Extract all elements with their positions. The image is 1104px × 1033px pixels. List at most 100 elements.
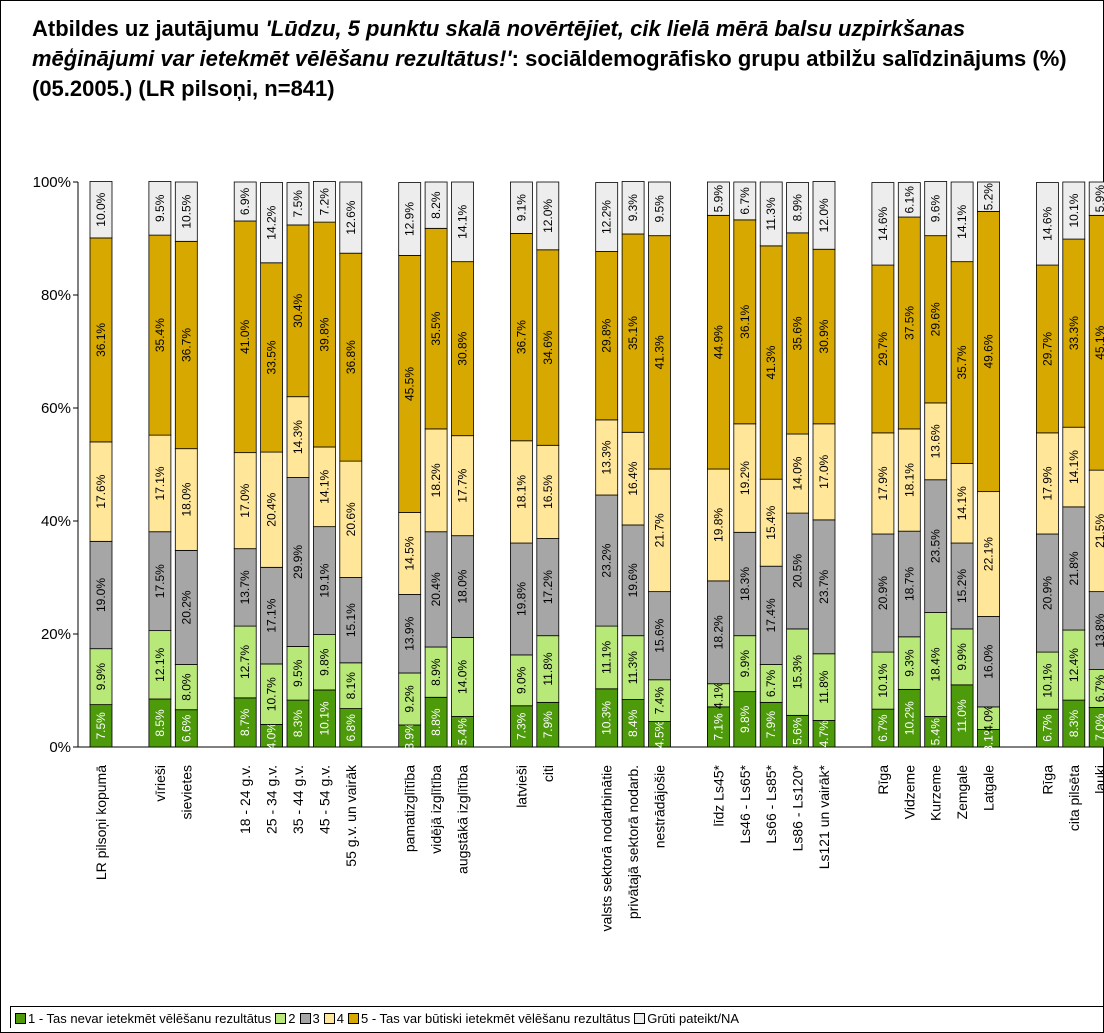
legend-swatch bbox=[634, 1013, 646, 1024]
data-label: 18.0% bbox=[179, 482, 193, 516]
data-label: 17.9% bbox=[1040, 466, 1054, 500]
data-label: 17.9% bbox=[876, 466, 890, 500]
data-label: 10.1% bbox=[876, 663, 890, 697]
data-label: 33.3% bbox=[1067, 316, 1081, 350]
legend-label: Grūti pateikt/NA bbox=[647, 1011, 740, 1026]
legend-item: 2 bbox=[275, 1011, 296, 1026]
data-label: 14.1% bbox=[1067, 450, 1081, 484]
bar-segment bbox=[398, 182, 422, 256]
data-label: 10.1% bbox=[1067, 193, 1081, 227]
bar-segment bbox=[312, 181, 336, 223]
data-label: 21.8% bbox=[1067, 551, 1081, 585]
data-label: 18.7% bbox=[902, 567, 916, 601]
data-label: 18.2% bbox=[429, 463, 443, 497]
data-label: 18.1% bbox=[902, 463, 916, 497]
data-label: 20.4% bbox=[265, 492, 279, 526]
data-label: 45.5% bbox=[403, 367, 417, 401]
legend-swatch bbox=[347, 1013, 359, 1024]
data-label: 18.3% bbox=[738, 567, 752, 601]
bar-segment bbox=[174, 181, 198, 242]
data-label: 8.1% bbox=[344, 672, 358, 700]
data-label: 10.1% bbox=[1040, 663, 1054, 697]
data-label: 10.2% bbox=[902, 701, 916, 735]
data-label: 4.0% bbox=[265, 722, 279, 750]
bar-segment bbox=[924, 181, 948, 237]
data-label: 29.9% bbox=[291, 545, 305, 579]
bar: 4.5% 7.4% 15.6% 21.7% 41.3% 9.5% bbox=[648, 181, 671, 748]
data-label: 36.1% bbox=[94, 323, 108, 357]
data-label: 23.2% bbox=[600, 543, 614, 577]
data-label: 9.9% bbox=[94, 663, 108, 691]
category-label: lauki bbox=[1092, 765, 1104, 794]
category-label: Zemgale bbox=[954, 765, 970, 820]
data-label: 35.7% bbox=[955, 345, 969, 379]
bar: 8.4% 11.3% 19.6% 16.4% 35.1% 9.3% bbox=[621, 181, 645, 748]
data-label: 7.5% bbox=[291, 190, 305, 218]
chart-title: Atbildes uz jautājumu 'Lūdzu, 5 punktu s… bbox=[32, 14, 1092, 104]
data-label: 9.5% bbox=[153, 194, 167, 222]
data-label: 9.6% bbox=[929, 195, 943, 223]
data-label: 19.2% bbox=[738, 461, 752, 495]
data-label: 14.5% bbox=[403, 536, 417, 570]
data-label: 21.5% bbox=[1093, 514, 1104, 548]
data-label: 29.7% bbox=[876, 332, 890, 366]
category-label: privātajā sektorā nodarb. bbox=[625, 765, 641, 919]
data-label: 12.6% bbox=[344, 200, 358, 234]
bar: 7.1% 4.1% 18.2% 19.8% 44.9% 5.9% bbox=[707, 181, 730, 748]
data-label: 16.0% bbox=[982, 644, 996, 678]
bar-segment bbox=[897, 182, 921, 218]
data-label: 12.4% bbox=[1067, 648, 1081, 682]
data-label: 5.9% bbox=[711, 185, 725, 213]
bar: 6.7% 10.1% 20.9% 17.9% 29.7% 14.6% bbox=[1036, 182, 1059, 748]
bar: 10.2% 9.3% 18.7% 18.1% 37.5% 6.1% bbox=[897, 182, 921, 748]
data-label: 7.3% bbox=[514, 712, 528, 740]
bar: 4.7% 11.8% 23.7% 17.0% 30.9% 12.0% bbox=[812, 181, 836, 747]
data-label: 6.6% bbox=[179, 714, 193, 742]
data-label: 5.6% bbox=[791, 717, 805, 745]
data-label: 20.6% bbox=[344, 502, 358, 536]
data-label: 14.6% bbox=[876, 206, 890, 240]
data-label: 10.7% bbox=[265, 677, 279, 711]
data-label: 19.0% bbox=[94, 578, 108, 612]
data-label: 17.2% bbox=[541, 570, 555, 604]
bar: 8.8% 8.9% 20.4% 18.2% 35.5% 8.2% bbox=[424, 181, 448, 748]
data-label: 11.1% bbox=[600, 641, 614, 674]
data-label: 20.9% bbox=[876, 576, 890, 610]
bar: 8.5% 12.1% 17.5% 17.1% 35.4% 9.5% bbox=[148, 181, 172, 748]
y-tick-label: 20% bbox=[41, 626, 71, 643]
data-label: 12.1% bbox=[153, 647, 167, 681]
data-label: 4.5% bbox=[653, 720, 667, 748]
bar-segment bbox=[786, 182, 809, 234]
data-label: 17.7% bbox=[456, 468, 470, 502]
bar-segment bbox=[424, 181, 448, 229]
bar-segment bbox=[759, 181, 783, 247]
data-label: 4.0% bbox=[982, 704, 996, 732]
data-label: 13.6% bbox=[929, 424, 943, 458]
data-label: 14.1% bbox=[317, 469, 331, 503]
x-axis-labels: LR pilsoņi kopumā vīrieši sievietes 18 - 24… bbox=[93, 764, 1104, 932]
data-label: 20.2% bbox=[179, 590, 193, 624]
data-label: 39.8% bbox=[317, 317, 331, 351]
bar: 4.0% 10.7% 17.1% 20.4% 33.5% 14.2% bbox=[260, 182, 284, 750]
data-label: 44.9% bbox=[711, 325, 725, 359]
data-label: 3.9% bbox=[403, 722, 417, 750]
data-label: 8.0% bbox=[179, 673, 193, 701]
data-label: 7.4% bbox=[653, 687, 667, 715]
data-label: 10.5% bbox=[179, 194, 193, 228]
data-label: 20.5% bbox=[791, 554, 805, 588]
data-label: 9.9% bbox=[738, 650, 752, 678]
data-label: 5.4% bbox=[456, 718, 470, 746]
data-label: 13.8% bbox=[1093, 613, 1104, 647]
data-label: 35.4% bbox=[153, 318, 167, 352]
data-label: 19.1% bbox=[317, 563, 331, 597]
bar: 5.6% 15.3% 20.5% 14.0% 35.6% 8.9% bbox=[786, 182, 809, 748]
data-label: 9.3% bbox=[902, 649, 916, 677]
category-label: sievietes bbox=[178, 765, 194, 819]
bar: 10.3% 11.1% 23.2% 13.3% 29.8% 12.2% bbox=[595, 182, 619, 748]
data-label: 18.0% bbox=[456, 569, 470, 603]
bar: 11.0% 9.9% 15.2% 14.1% 35.7% 14.1% bbox=[950, 181, 974, 748]
y-tick-label: 40% bbox=[41, 513, 71, 530]
data-label: 41.3% bbox=[764, 345, 778, 379]
data-label: 29.7% bbox=[1040, 332, 1054, 366]
data-label: 15.6% bbox=[653, 618, 667, 652]
